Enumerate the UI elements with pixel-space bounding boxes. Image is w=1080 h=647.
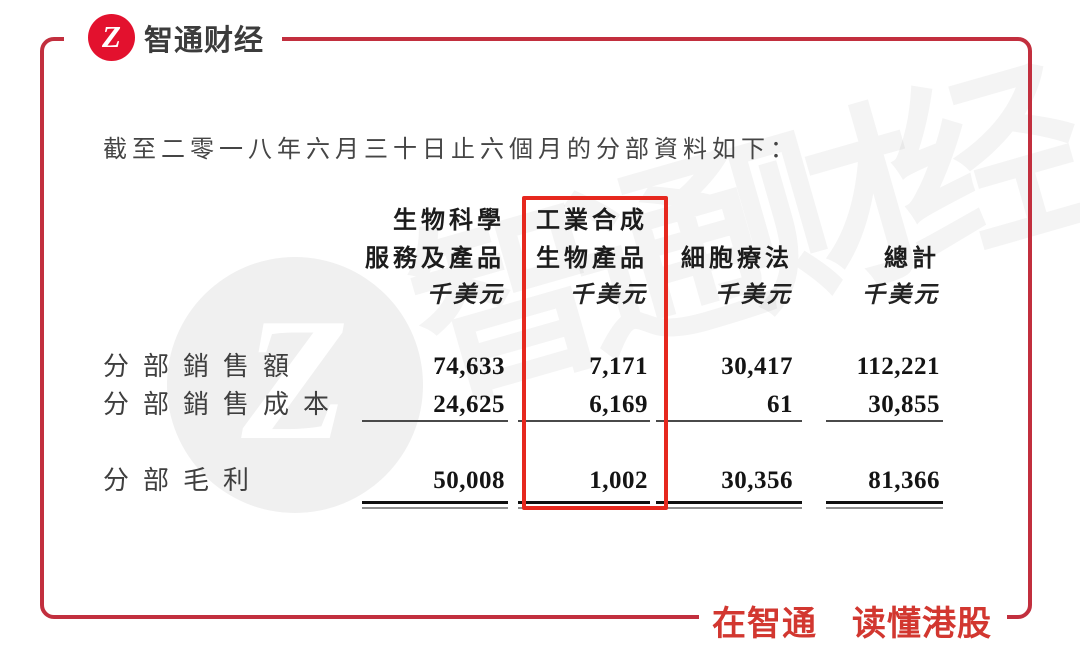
watermark-z-glyph: Z [241, 281, 349, 476]
row-label-segment-cost: 分部銷售成本 [103, 390, 344, 419]
unit-label-col2: 千美元 [570, 282, 648, 307]
zhitong-logo-text: 智通财经 [144, 24, 265, 57]
double-rule-top-col2 [518, 501, 650, 504]
col-header-total: 總計 [884, 246, 940, 272]
col-header-industrial-line1: 工業合成 [536, 208, 648, 234]
value-profit-total: 81,366 [868, 467, 940, 494]
value-cost-cell-therapy: 61 [767, 391, 793, 418]
value-cost-industrial: 6,169 [589, 391, 648, 418]
double-rule-bottom-col1 [362, 507, 508, 509]
single-rule-col3 [656, 420, 802, 422]
double-rule-bottom-col4 [826, 507, 943, 509]
watermark-logo-icon: Z [167, 257, 423, 513]
double-rule-top-col1 [362, 501, 508, 504]
section-title: 截至二零一八年六月三十日止六個月的分部資料如下： [103, 137, 799, 163]
unit-label-col4: 千美元 [862, 282, 940, 307]
col-header-industrial-line2: 生物產品 [536, 246, 648, 272]
single-rule-col1 [362, 420, 508, 422]
red-border-frame [40, 37, 1032, 619]
value-profit-cell-therapy: 30,356 [721, 467, 793, 494]
value-cost-total: 30,855 [868, 391, 940, 418]
col-header-bioscience-line1: 生物科學 [393, 208, 505, 234]
double-rule-bottom-col3 [656, 507, 802, 509]
single-rule-col4 [826, 420, 943, 422]
double-rule-top-col4 [826, 501, 943, 504]
col-header-bioscience-line2: 服務及產品 [365, 246, 505, 272]
value-sales-industrial: 7,171 [589, 353, 648, 380]
double-rule-top-col3 [656, 501, 802, 504]
value-profit-industrial: 1,002 [589, 467, 648, 494]
zhitong-logo-icon: Z [88, 14, 135, 61]
highlight-box-industrial-column [522, 196, 668, 510]
frame-bottom-gap [699, 609, 1007, 629]
value-sales-bioscience: 74,633 [433, 353, 505, 380]
row-label-segment-gross-profit: 分部毛利 [103, 466, 264, 495]
value-sales-total: 112,221 [856, 353, 940, 380]
unit-label-col1: 千美元 [427, 282, 505, 307]
logo-z-glyph: Z [102, 19, 121, 54]
row-label-segment-sales: 分部銷售額 [103, 352, 304, 381]
zhitong-logo: Z 智通财经 [88, 14, 264, 61]
brand-slogan: 在智通 读懂港股 [712, 605, 992, 643]
unit-label-col3: 千美元 [715, 282, 793, 307]
value-sales-cell-therapy: 30,417 [721, 353, 793, 380]
col-header-cell-therapy: 細胞療法 [681, 246, 793, 272]
value-cost-bioscience: 24,625 [433, 391, 505, 418]
single-rule-col2 [518, 420, 650, 422]
value-profit-bioscience: 50,008 [433, 467, 505, 494]
